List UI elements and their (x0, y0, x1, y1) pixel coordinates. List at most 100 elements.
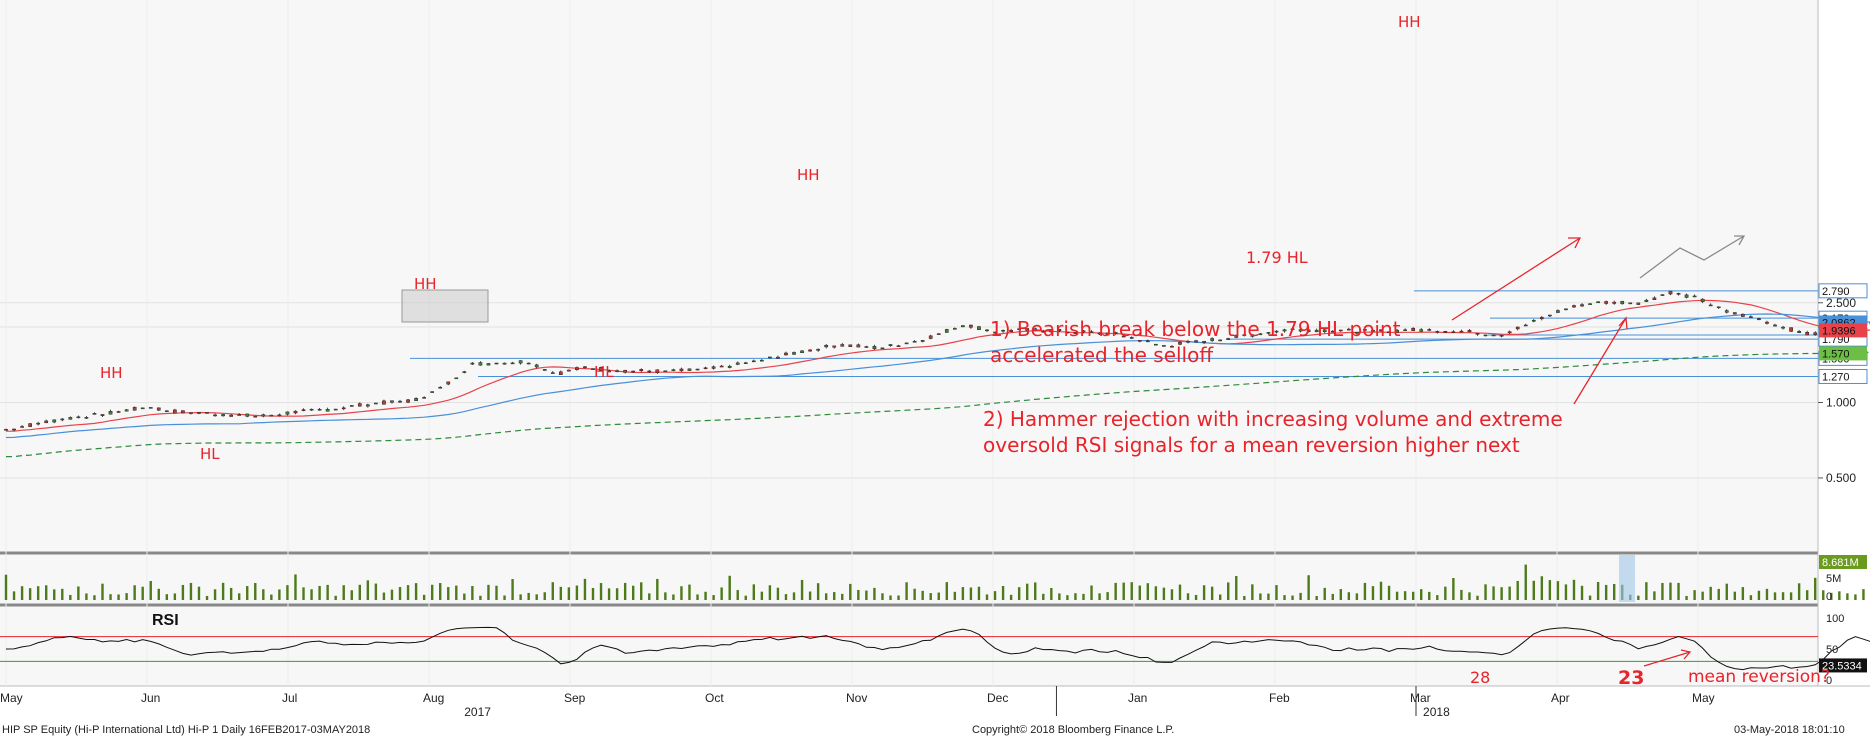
level-tag-text: 1.270 (1822, 371, 1850, 383)
volume-highlight (1619, 555, 1635, 602)
candle-body (414, 398, 418, 401)
price-tick-label: 1.000 (1826, 396, 1856, 410)
volume-bar (503, 595, 506, 600)
candle-body (44, 420, 49, 424)
volume-bar (1420, 589, 1423, 600)
candle-body (1660, 294, 1665, 296)
volume-bar (519, 594, 522, 600)
candle-body (1234, 334, 1239, 338)
candle-body (639, 369, 644, 372)
candle-body (349, 405, 354, 407)
candle-body (985, 329, 989, 332)
volume-bar (1243, 595, 1246, 600)
candle-body (197, 412, 201, 414)
volume-bar (640, 582, 643, 600)
candle-body (896, 345, 901, 347)
volume-bar (656, 578, 659, 600)
candle-body (293, 410, 298, 414)
candle-body (800, 350, 804, 354)
volume-bar (1741, 587, 1745, 600)
candle-body (864, 346, 869, 348)
volume-bar (1460, 589, 1463, 600)
candle-body (1290, 328, 1295, 330)
volume-bar (1202, 585, 1206, 600)
candle-body (36, 422, 41, 425)
volume-bar (1556, 581, 1560, 600)
candle-body (1218, 339, 1223, 342)
candle-body (904, 342, 909, 345)
volume-bar (1403, 591, 1407, 600)
volume-bar (430, 584, 434, 600)
volume-bar (1838, 591, 1841, 600)
volume-bar (1854, 594, 1857, 600)
volume-bar (1468, 592, 1471, 600)
candle-body (454, 377, 459, 380)
volume-bar (1492, 586, 1495, 600)
volume-bar (181, 584, 185, 600)
volume-bar (1452, 578, 1455, 600)
volume-bar (873, 587, 876, 600)
volume-bar (358, 584, 362, 600)
candle-body (12, 428, 16, 431)
candle-body (615, 370, 619, 372)
volume-bar (61, 588, 64, 600)
candle-body (4, 429, 8, 431)
indicator-tag-text: 1.570 (1822, 348, 1850, 360)
rsi-panel (0, 606, 1818, 686)
volume-bar (125, 593, 128, 600)
volume-bar (1781, 592, 1785, 600)
price-tick-label: 0.500 (1826, 471, 1856, 485)
candle-body (735, 362, 740, 365)
candle-body (1306, 329, 1311, 332)
candle-body (365, 404, 370, 407)
volume-bar (1001, 585, 1005, 600)
volume-bar (1210, 586, 1214, 600)
candle-body (1129, 337, 1134, 339)
consolidation-box (401, 289, 489, 323)
volume-bar (1653, 591, 1656, 600)
month-label: Aug (423, 691, 444, 705)
candle-body (599, 367, 603, 371)
volume-bar (85, 593, 88, 600)
candle-body (422, 397, 426, 399)
candle-body (607, 370, 611, 373)
volume-bar (1830, 592, 1833, 600)
month-label: Apr (1551, 691, 1570, 705)
volume-bar (165, 594, 169, 600)
candle-body (768, 356, 772, 359)
rsi-tick: 0 (1826, 675, 1832, 687)
volume-panel (0, 554, 1818, 604)
volume-tick: 5M (1826, 573, 1841, 585)
volume-bar (776, 587, 780, 600)
candle-body (60, 418, 65, 421)
candle-body (655, 369, 660, 373)
candle-body (156, 407, 161, 411)
volume-bar (720, 587, 723, 600)
candle-body (478, 362, 483, 366)
candle-body (567, 369, 571, 372)
volume-bar (69, 594, 72, 600)
volume-bar (712, 595, 715, 600)
volume-bar (1307, 575, 1310, 600)
candle-body (140, 407, 145, 410)
volume-bar (1090, 585, 1093, 600)
volume-bar (1500, 587, 1503, 600)
volume-bar (744, 595, 747, 600)
volume-bar (1637, 595, 1640, 600)
volume-tag (1819, 555, 1867, 569)
volume-bar (1363, 582, 1367, 600)
candle-body (1539, 317, 1544, 320)
candle-body (1194, 340, 1198, 343)
volume-bar (4, 574, 8, 600)
level-tag-text: 2.790 (1822, 286, 1850, 298)
candle-body (928, 335, 933, 339)
volume-bar (567, 587, 571, 600)
candle-body (1443, 331, 1448, 333)
candle-body (526, 362, 531, 365)
volume-bar (768, 585, 772, 600)
candle-body (1499, 334, 1504, 337)
ma-fast-line (6, 299, 1870, 432)
candle-body (1137, 340, 1142, 342)
candle-body (1668, 290, 1673, 295)
note1-line1: 1) Bearish break below the 1.79 HL point (990, 317, 1401, 341)
